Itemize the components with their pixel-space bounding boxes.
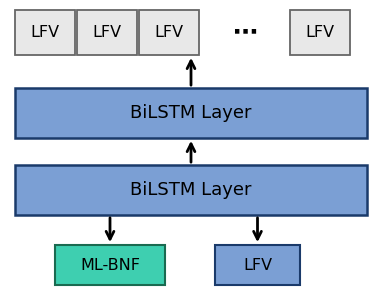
Text: LFV: LFV (31, 25, 60, 40)
Text: ⋯: ⋯ (232, 21, 257, 44)
Text: ML-BNF: ML-BNF (80, 258, 140, 273)
Text: LFV: LFV (306, 25, 335, 40)
Text: BiLSTM Layer: BiLSTM Layer (130, 181, 252, 199)
FancyBboxPatch shape (15, 88, 367, 138)
Text: LFV: LFV (92, 25, 121, 40)
FancyBboxPatch shape (15, 10, 75, 55)
Text: BiLSTM Layer: BiLSTM Layer (130, 104, 252, 122)
FancyBboxPatch shape (290, 10, 350, 55)
FancyBboxPatch shape (55, 245, 165, 285)
FancyBboxPatch shape (215, 245, 300, 285)
FancyBboxPatch shape (15, 165, 367, 215)
Text: LFV: LFV (154, 25, 184, 40)
Text: LFV: LFV (243, 258, 272, 273)
FancyBboxPatch shape (77, 10, 137, 55)
FancyBboxPatch shape (139, 10, 199, 55)
